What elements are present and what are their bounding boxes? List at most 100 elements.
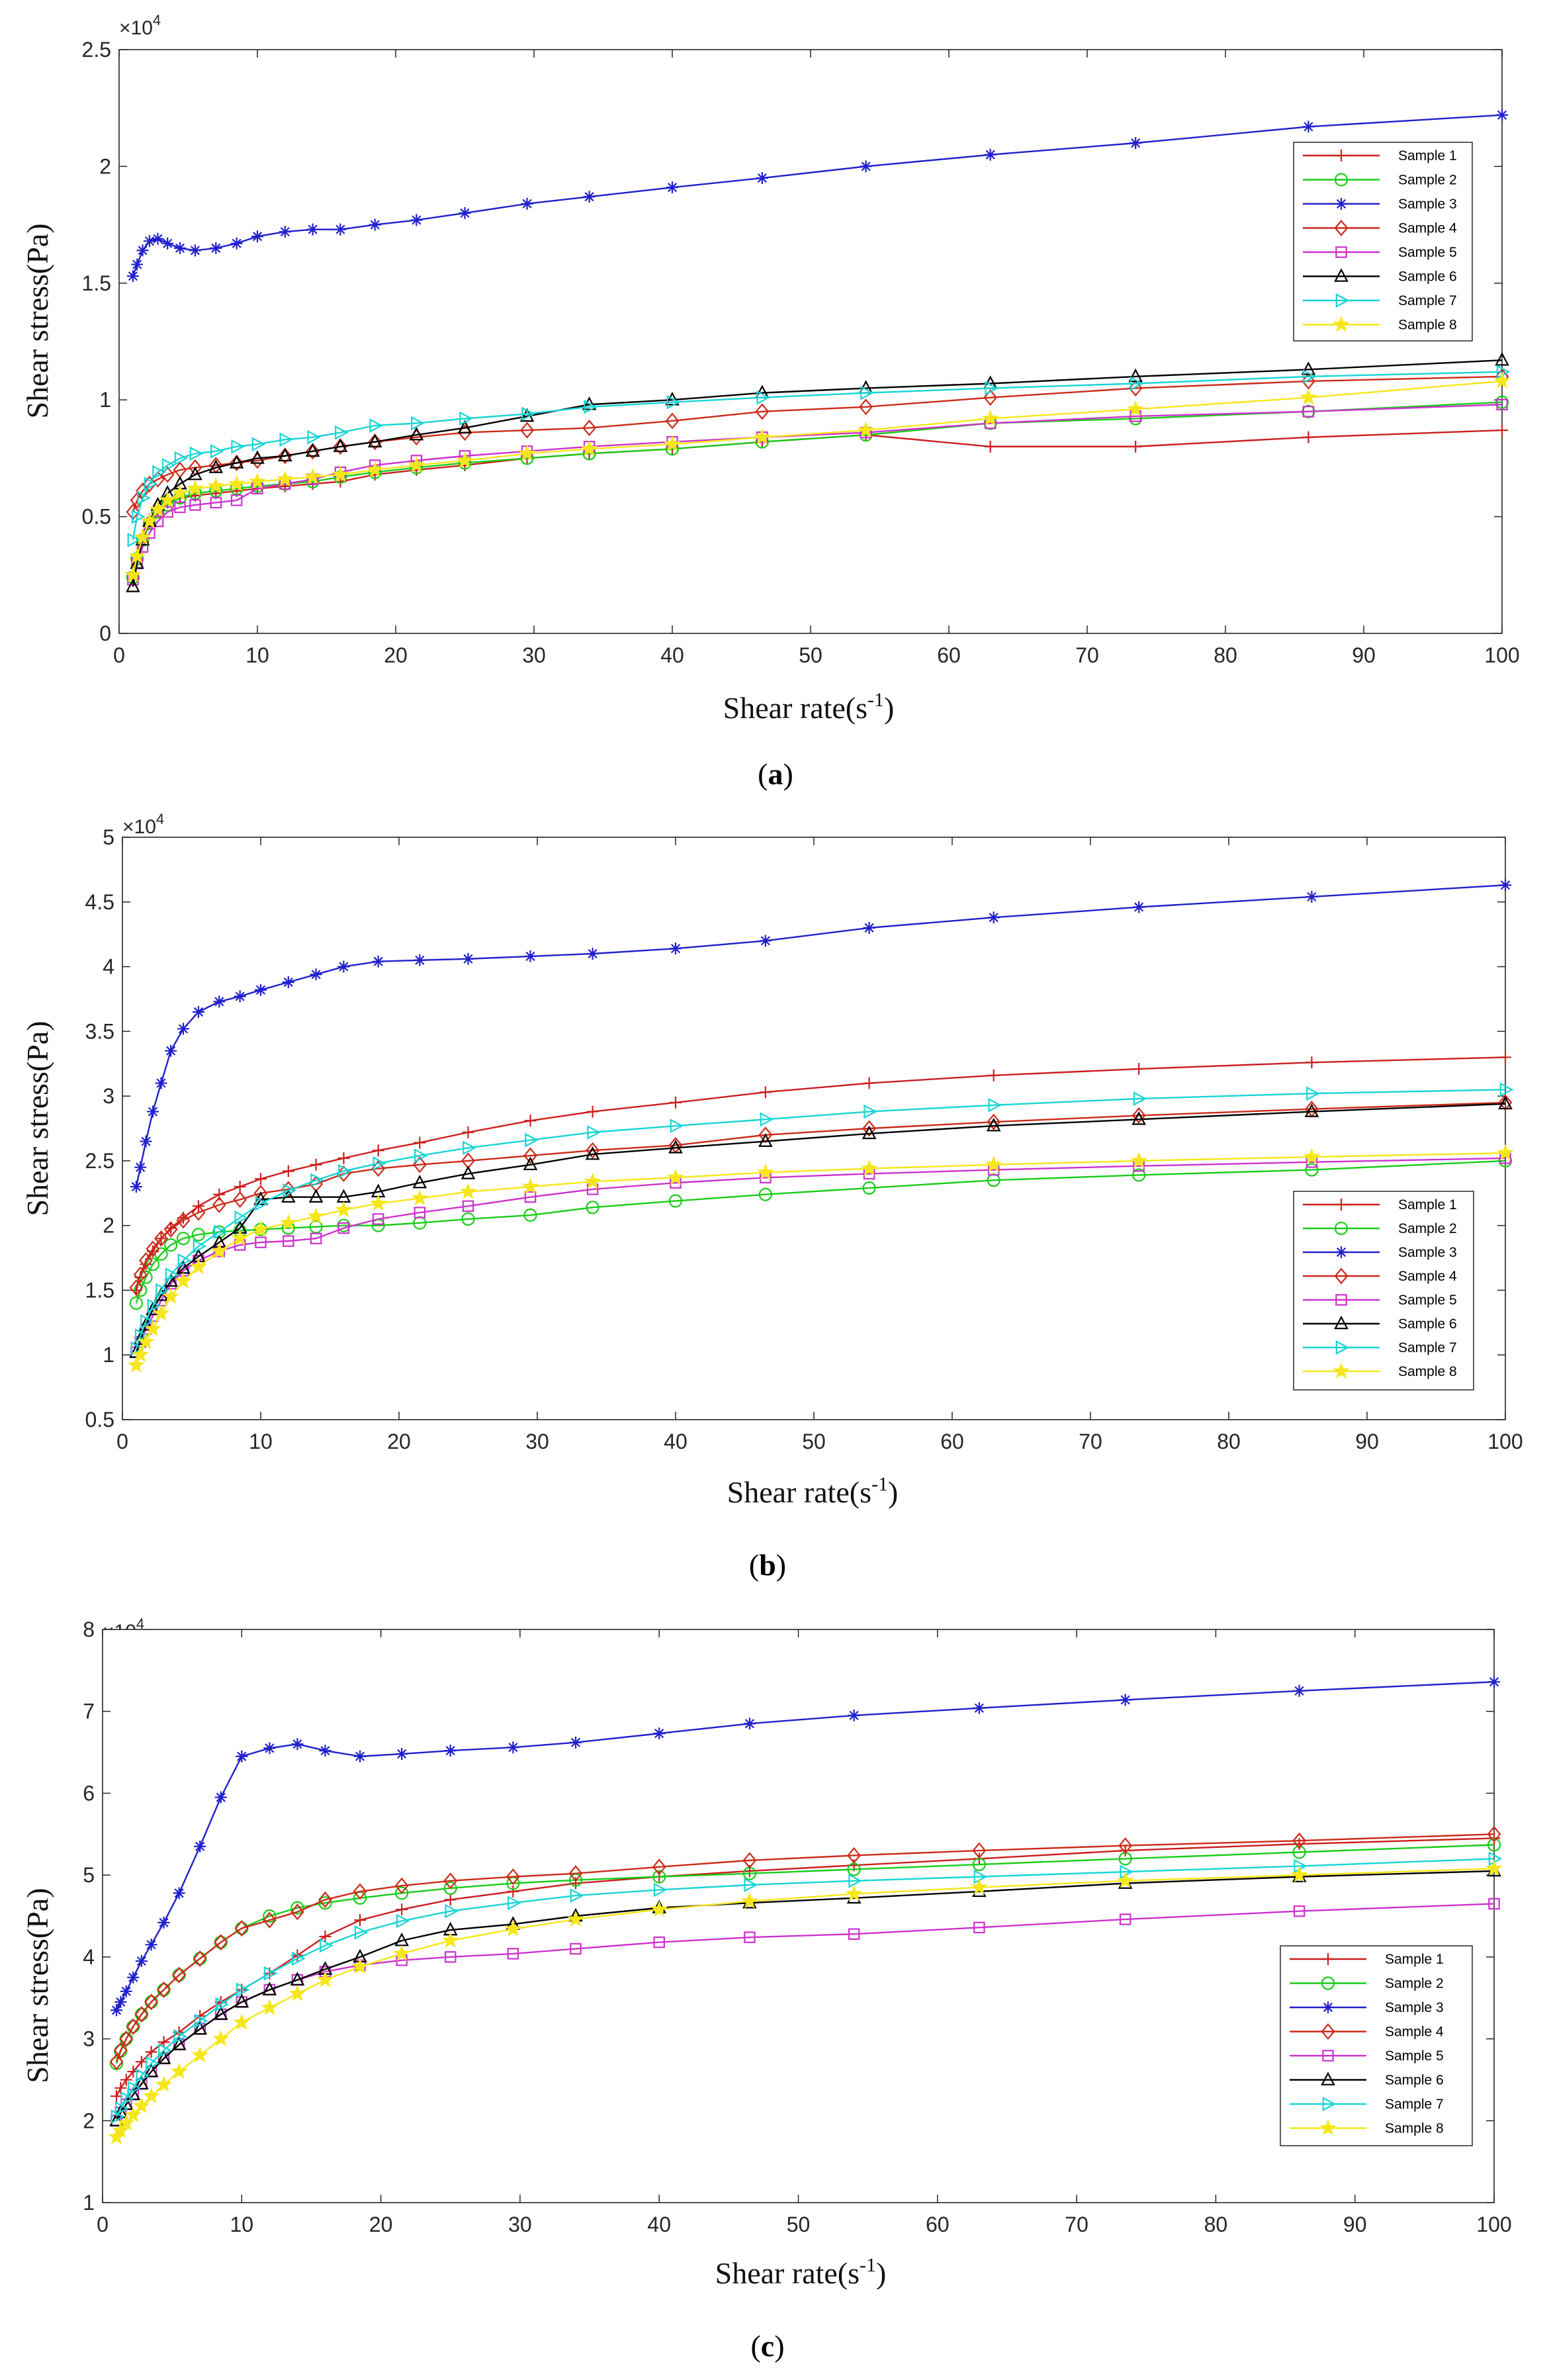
y-axis-label-b: Shear stress(Pa)	[21, 1021, 54, 1216]
legend-label: Sample 3	[1398, 1245, 1457, 1260]
data-point	[163, 1221, 178, 1238]
x-tick-label: 0	[116, 1430, 128, 1453]
data-point	[1116, 1872, 1134, 1888]
data-point	[1488, 1898, 1500, 1910]
data-point	[146, 1258, 160, 1271]
data-point	[984, 440, 997, 453]
data-point	[1118, 1837, 1133, 1854]
data-point	[191, 1204, 206, 1221]
data-point	[1304, 1103, 1319, 1117]
data-point	[140, 1135, 152, 1148]
data-point	[758, 1133, 773, 1147]
x-tick-label: 60	[926, 2213, 950, 2236]
data-point	[126, 270, 139, 283]
data-point	[757, 1163, 774, 1180]
data-point	[161, 237, 174, 250]
data-point	[508, 1896, 521, 1911]
x-tick-label: 60	[940, 1430, 964, 1453]
x-tick-label: 30	[522, 643, 546, 667]
data-point	[1127, 400, 1144, 417]
data-point	[984, 148, 997, 161]
x-tick-label: 80	[1217, 1430, 1241, 1453]
data-point	[409, 426, 424, 441]
data-point	[504, 1920, 522, 1937]
data-point	[144, 1993, 159, 2011]
x-tick-label: 50	[799, 643, 822, 667]
data-point	[1306, 1086, 1320, 1101]
series-3	[126, 109, 1508, 283]
x-tick-label: 30	[508, 2213, 532, 2236]
data-point	[987, 1113, 1001, 1130]
data-point	[161, 506, 173, 518]
legend-label: Sample 1	[1385, 1952, 1444, 1967]
data-point	[120, 2091, 135, 2106]
y-axis-label-a: Shear stress(Pa)	[21, 223, 54, 418]
legend-marker	[1322, 2001, 1334, 2013]
data-point	[144, 477, 158, 492]
data-point	[1292, 1832, 1307, 1849]
data-point	[666, 181, 678, 194]
legend-marker	[1333, 315, 1350, 332]
data-point	[149, 500, 167, 517]
data-point	[444, 1745, 457, 1757]
legend-label: Sample 2	[1385, 1976, 1444, 1991]
series-line	[135, 1160, 1506, 1304]
data-point	[760, 1112, 774, 1127]
y-tick-label: 5	[103, 825, 114, 849]
data-point	[666, 394, 681, 410]
legend-marker	[1333, 1362, 1350, 1379]
data-point	[111, 2004, 123, 2017]
y-tick-label: 2	[103, 1214, 114, 1238]
data-point	[158, 2043, 172, 2058]
data-point	[132, 1346, 150, 1363]
data-point	[310, 968, 322, 981]
y-axis-label-c: Shear stress(Pa)	[21, 1888, 54, 2083]
data-point	[127, 1971, 140, 1984]
data-point	[109, 2113, 124, 2127]
x-tick-label: 30	[525, 1430, 549, 1453]
data-point	[354, 1750, 367, 1762]
data-point	[130, 555, 144, 569]
data-point	[228, 475, 245, 492]
legend-marker	[1321, 2072, 1335, 2085]
data-point	[366, 461, 384, 477]
data-point	[521, 197, 533, 210]
data-point	[333, 438, 347, 455]
data-point	[1301, 361, 1316, 375]
x-tick-label: 20	[387, 1430, 411, 1453]
data-point	[664, 435, 681, 452]
series-line	[132, 371, 1503, 541]
data-point	[144, 2063, 159, 2078]
data-point	[653, 1882, 668, 1898]
data-point	[396, 1903, 408, 1916]
y-tick-label: 1.5	[82, 271, 111, 295]
data-point	[230, 494, 243, 506]
data-point	[233, 2013, 251, 2030]
data-point	[461, 1212, 475, 1226]
data-point	[372, 1144, 384, 1157]
data-point	[668, 1194, 683, 1208]
data-point	[523, 1147, 537, 1164]
data-point	[741, 1892, 758, 1909]
data-point	[1119, 1694, 1131, 1706]
data-point	[234, 990, 246, 1003]
y-tick-label: 3.5	[85, 1019, 114, 1043]
data-point	[279, 432, 294, 447]
series-8	[108, 1859, 1503, 2144]
data-point	[131, 509, 146, 524]
data-point	[316, 1970, 334, 1988]
data-point	[191, 1228, 206, 1242]
data-point	[137, 1333, 155, 1350]
data-point	[1493, 372, 1511, 389]
data-point	[981, 409, 999, 426]
data-point	[1488, 1676, 1500, 1688]
plot-frame	[118, 49, 1503, 634]
data-point	[128, 547, 146, 564]
data-point	[586, 948, 599, 960]
legend-label: Sample 7	[1398, 293, 1457, 308]
data-point	[210, 443, 224, 459]
data-point	[234, 1993, 249, 2008]
data-point	[567, 1910, 584, 1927]
data-point	[462, 952, 474, 965]
legend-marker	[1334, 219, 1349, 237]
